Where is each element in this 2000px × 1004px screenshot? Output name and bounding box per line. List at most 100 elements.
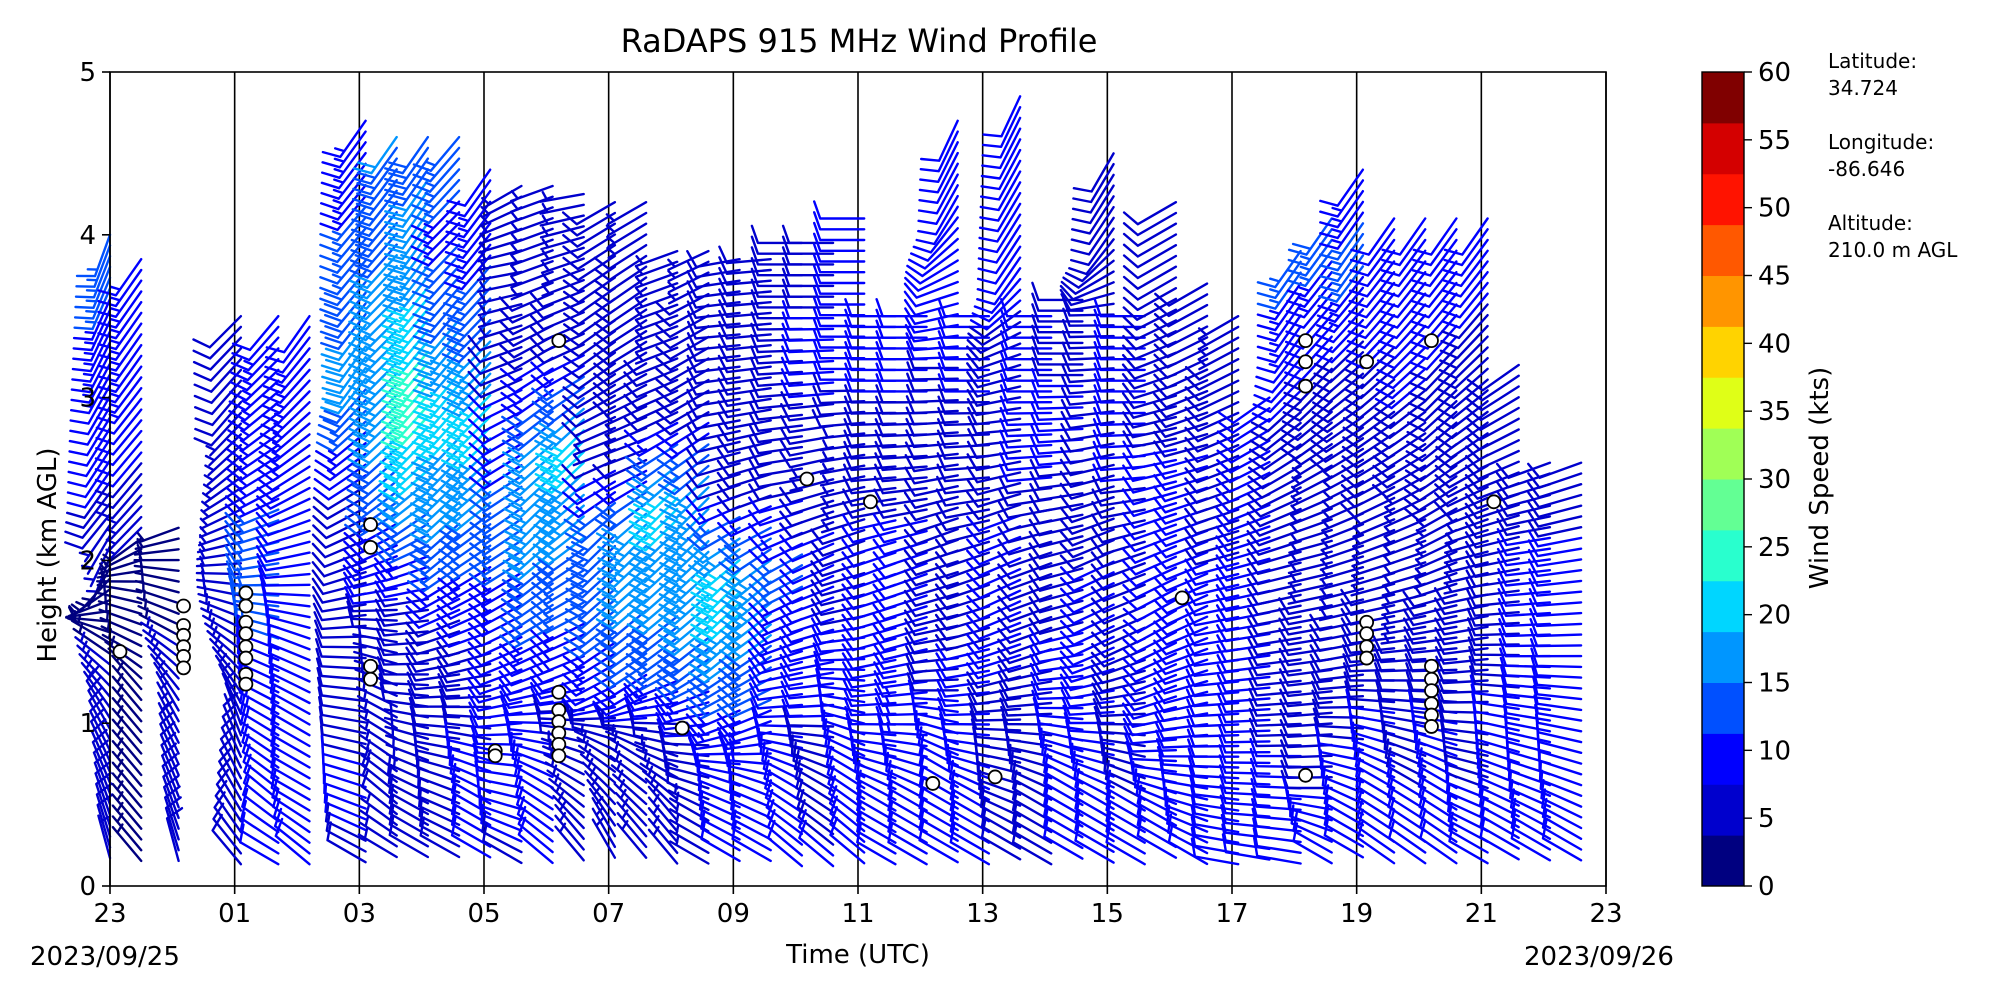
wind-barb [445, 190, 492, 228]
wind-barb [437, 576, 492, 601]
wind-barb [1440, 314, 1489, 350]
wind-barb [748, 674, 804, 693]
wind-barb [541, 268, 585, 286]
wind-barb [436, 587, 492, 611]
wind-barb [1443, 550, 1489, 564]
wind-barb [781, 246, 835, 266]
wind-barb [873, 670, 928, 689]
wind-barb [1278, 607, 1333, 626]
wind-barb [875, 308, 928, 329]
wind-barb [1497, 568, 1552, 587]
wind-barb [1092, 418, 1146, 438]
wind-barb [1090, 551, 1146, 568]
calm-symbol [238, 626, 254, 642]
wind-barb [500, 593, 554, 621]
wind-barb [906, 383, 959, 404]
wind-barb [202, 465, 243, 496]
wind-barb [1217, 694, 1271, 714]
wind-barb [1030, 401, 1084, 421]
wind-barb [1215, 554, 1271, 572]
wind-barb [1529, 618, 1583, 638]
wind-barb [1464, 521, 1520, 539]
wind-barb [373, 555, 430, 574]
wind-barb [532, 397, 585, 426]
wind-barb [1321, 766, 1365, 805]
wind-barb [469, 539, 523, 566]
wind-barb [1527, 510, 1583, 528]
wind-barb [1527, 472, 1583, 489]
wind-barb [686, 260, 741, 279]
wind-barb [1246, 548, 1302, 566]
wind-barb [903, 569, 959, 587]
wind-barb [731, 809, 772, 852]
wind-barb [1322, 774, 1365, 816]
wind-barb [1311, 394, 1365, 424]
wind-barb [781, 698, 835, 718]
wind-barb [534, 418, 585, 451]
wind-barb [1528, 588, 1583, 607]
wind-barb [500, 697, 554, 717]
wind-barb [1090, 583, 1146, 603]
wind-barb [357, 698, 398, 730]
wind-barb [1153, 615, 1209, 636]
wind-barb [194, 390, 243, 427]
wind-barb [156, 680, 180, 723]
wind-barb [781, 235, 835, 255]
wind-barb [1541, 808, 1583, 851]
wind-barb [1467, 626, 1520, 647]
wind-barb [227, 401, 280, 432]
wind-barb [998, 680, 1053, 700]
wind-barb [717, 343, 772, 363]
wind-barb [1532, 684, 1583, 712]
wind-barb [1345, 346, 1396, 380]
wind-barb [270, 694, 311, 737]
wind-barb [903, 600, 959, 618]
wind-barb [1123, 725, 1178, 745]
wind-barb [1105, 812, 1146, 855]
wind-barb [507, 724, 554, 757]
wind-barb [1167, 813, 1209, 855]
wind-barb [1028, 627, 1084, 645]
wind-barb [731, 820, 772, 863]
wind-barb [841, 623, 897, 641]
wind-barb [946, 743, 991, 780]
wind-barb [1467, 617, 1520, 637]
wind-barb [1092, 690, 1146, 709]
wind-barb [919, 141, 959, 183]
wind-barb [934, 538, 991, 556]
wind-barb [1465, 417, 1520, 441]
wind-barb [256, 486, 311, 510]
wind-barb [1216, 634, 1271, 653]
wind-barb [937, 418, 991, 438]
wind-barb [97, 814, 112, 860]
wind-barb [1464, 512, 1520, 530]
wind-barb [597, 523, 648, 557]
wind-barb [875, 395, 928, 415]
wind-barb [405, 630, 461, 647]
wind-barb [437, 566, 492, 592]
wind-barb [657, 464, 710, 496]
wind-barb [1356, 819, 1396, 865]
wind-barb [1344, 680, 1396, 704]
wind-barb [204, 433, 243, 467]
wind-barb [499, 690, 554, 709]
wind-barb [273, 807, 311, 855]
wind-barb [214, 653, 243, 694]
wind-barb [856, 812, 897, 855]
wind-barb [111, 715, 143, 755]
wind-barb [1402, 608, 1458, 627]
wind-barb [1247, 486, 1302, 509]
wind-barb [905, 429, 959, 449]
wind-barb [606, 233, 648, 259]
wind-barb [788, 727, 835, 760]
wind-barb [74, 631, 112, 666]
wind-barb [192, 336, 243, 371]
wind-barb [779, 653, 835, 672]
wind-barb [819, 451, 866, 463]
wind-barb [1059, 446, 1115, 465]
wind-barb [1414, 561, 1458, 580]
wind-barb [262, 368, 311, 404]
wind-barb [1153, 485, 1209, 503]
wind-barb [748, 496, 804, 514]
wind-barb [609, 750, 648, 784]
